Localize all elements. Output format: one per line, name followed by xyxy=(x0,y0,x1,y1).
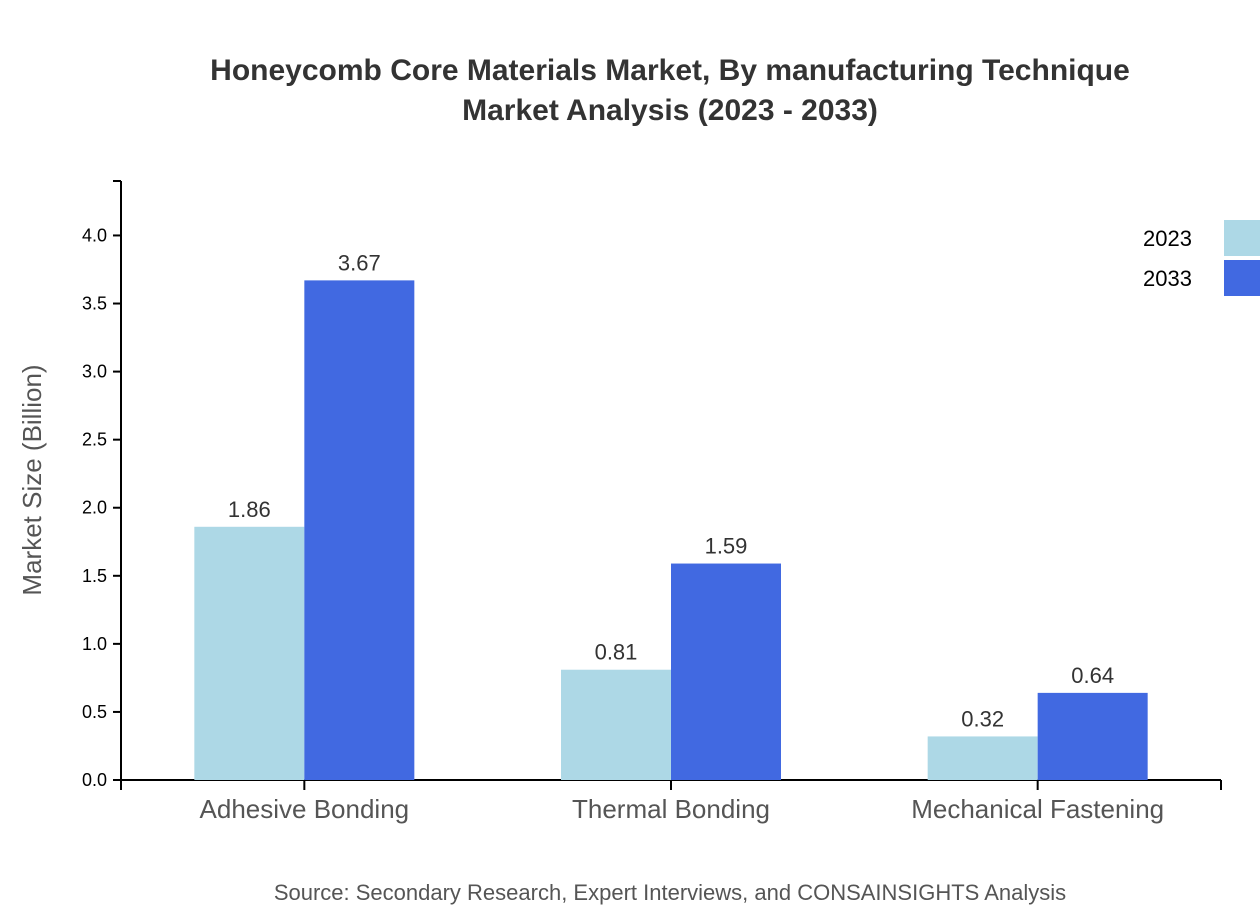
data-label: 1.86 xyxy=(228,497,271,522)
legend-label: 2023 xyxy=(1143,226,1192,251)
chart-subtitle: Market Analysis (2023 - 2033) xyxy=(462,94,878,127)
legend-swatch xyxy=(1224,220,1260,256)
y-tick-label: 0.0 xyxy=(82,770,107,790)
y-tick-label: 0.5 xyxy=(82,702,107,722)
y-tick-label: 1.0 xyxy=(82,634,107,654)
y-tick-label: 1.5 xyxy=(82,566,107,586)
legend-label: 2033 xyxy=(1143,266,1192,291)
bar-2023 xyxy=(194,526,305,780)
data-label: 1.59 xyxy=(705,534,748,559)
bar-2033 xyxy=(304,280,415,780)
bar-2023 xyxy=(927,736,1038,780)
x-tick-label: Mechanical Fastening xyxy=(911,794,1164,824)
chart-title: Honeycomb Core Materials Market, By manu… xyxy=(210,54,1130,87)
legend-swatch xyxy=(1224,260,1260,296)
y-tick-label: 4.0 xyxy=(82,225,107,245)
y-tick-label: 3.5 xyxy=(82,294,107,314)
y-tick-label: 2.5 xyxy=(82,430,107,450)
data-label: 0.81 xyxy=(595,640,638,665)
data-label: 0.32 xyxy=(961,706,1004,731)
bar-2023 xyxy=(561,669,671,780)
y-tick-label: 3.0 xyxy=(82,362,107,382)
x-tick-label: Thermal Bonding xyxy=(572,794,770,824)
source-note: Source: Secondary Research, Expert Inter… xyxy=(274,880,1066,905)
y-tick-label: 2.0 xyxy=(82,498,107,518)
y-axis-label: Market Size (Billion) xyxy=(17,364,47,595)
bar-2033 xyxy=(671,563,781,780)
data-label: 0.64 xyxy=(1071,663,1114,688)
x-tick-label: Adhesive Bonding xyxy=(200,794,410,824)
bar-2033 xyxy=(1037,692,1148,780)
data-label: 3.67 xyxy=(338,250,381,275)
